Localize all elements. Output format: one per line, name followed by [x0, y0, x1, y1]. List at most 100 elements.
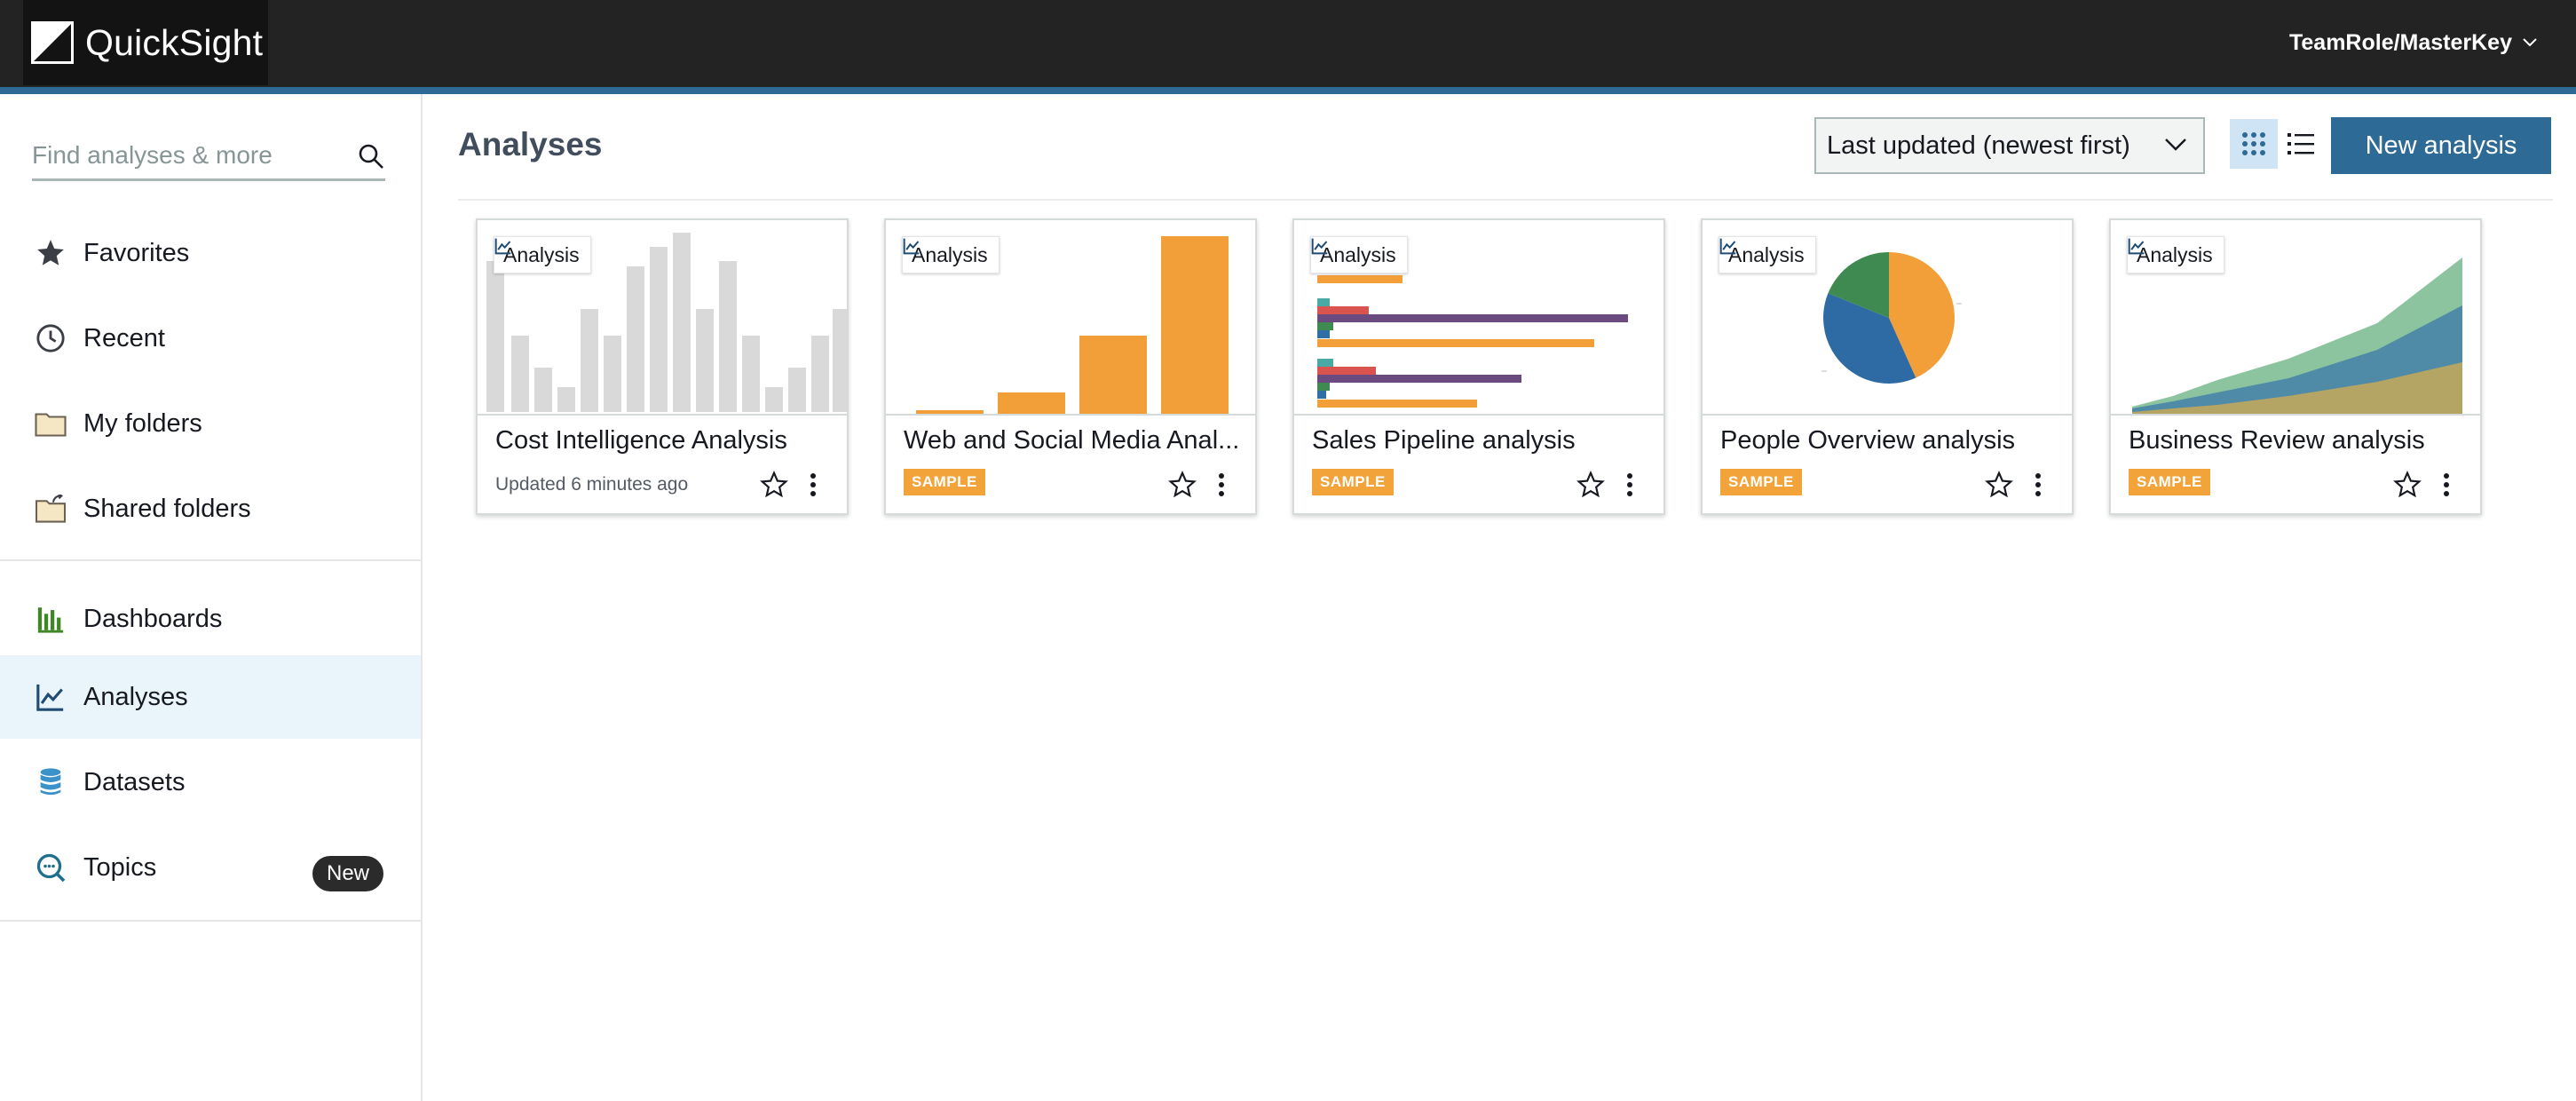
new-analysis-button[interactable]: New analysis [2331, 117, 2551, 174]
header-divider [458, 199, 2553, 201]
sidebar-item-favorites[interactable]: Favorites [0, 211, 421, 295]
analysis-thumbnail: Analysis [478, 220, 847, 416]
sort-dropdown[interactable]: Last updated (newest first) [1814, 117, 2205, 174]
type-chip-label: Analysis [912, 242, 988, 266]
sidebar-item-analyses[interactable]: Analyses [0, 655, 421, 739]
type-chip: Analysis [1310, 236, 1408, 273]
analysis-icon [494, 238, 511, 255]
sidebar-item-my-folders[interactable]: My folders [0, 382, 421, 465]
analysis-card[interactable]: Analysis Web and Social Media Anal... SA… [884, 218, 1257, 515]
star-outline-icon [1168, 471, 1197, 498]
type-chip-label: Analysis [2137, 242, 2213, 266]
sample-badge: SAMPLE [904, 469, 985, 495]
star-outline-icon [1985, 471, 2013, 498]
user-menu[interactable]: TeamRole/MasterKey [2289, 25, 2537, 60]
sidebar-divider [0, 559, 421, 561]
analysis-thumbnail: Analysis [1703, 220, 2072, 416]
sidebar-item-label: Recent [83, 323, 165, 352]
grid-view-toggle[interactable] [2230, 119, 2278, 169]
more-options-button[interactable] [2436, 469, 2457, 501]
top-navigation-bar: QuickSight TeamRole/MasterKey [0, 0, 2576, 87]
analysis-card[interactable]: Analysis Sales Pipeline analysis SAMPLE [1292, 218, 1665, 515]
more-vertical-icon [1627, 473, 1632, 496]
sidebar-divider [0, 920, 421, 922]
more-vertical-icon [810, 473, 816, 496]
more-options-button[interactable] [2027, 469, 2049, 501]
new-badge: New [312, 856, 383, 891]
card-title[interactable]: Sales Pipeline analysis [1312, 426, 1576, 455]
sidebar-item-label: Dashboards [83, 604, 223, 633]
dashboard-icon [34, 602, 67, 636]
user-menu-label: TeamRole/MasterKey [2288, 29, 2512, 55]
favorite-star-button[interactable] [1575, 469, 1607, 501]
sidebar-item-recent[interactable]: Recent [0, 297, 421, 380]
horizontal-bar-chart-thumbnail [1317, 236, 1628, 408]
star-outline-icon [2393, 471, 2422, 498]
more-vertical-icon [2444, 473, 2449, 496]
analysis-icon [1311, 238, 1328, 255]
analysis-card[interactable]: Analysis People Overview analysis SAMPLE [1701, 218, 2074, 515]
more-vertical-icon [2035, 473, 2041, 496]
search-icon[interactable] [357, 142, 385, 170]
area-chart-thumbnail [2132, 257, 2462, 414]
type-chip-label: Analysis [1728, 242, 1805, 266]
analysis-card[interactable]: Analysis Cost Intelligence Analysis Upda… [476, 218, 849, 515]
grey-bar-chart-thumbnail [486, 233, 847, 412]
sidebar-item-topics[interactable]: Topics New [0, 826, 421, 909]
sidebar-item-label: Analyses [83, 682, 188, 711]
quicksight-logo-icon [31, 21, 74, 64]
sort-dropdown-value: Last updated (newest first) [1827, 131, 2130, 160]
analysis-thumbnail: Analysis [1294, 220, 1663, 416]
sample-badge: SAMPLE [2129, 469, 2210, 495]
favorite-star-button[interactable] [2391, 469, 2423, 501]
sidebar-search [32, 133, 385, 181]
analysis-card[interactable]: Analysis Business Review analysis SAMPLE [2109, 218, 2482, 515]
topics-icon [34, 851, 67, 884]
type-chip-label: Analysis [503, 242, 580, 266]
card-updated-text: Updated 6 minutes ago [495, 474, 689, 495]
search-input[interactable] [32, 133, 343, 178]
list-view-icon [2288, 133, 2314, 154]
favorite-star-button[interactable] [1166, 469, 1198, 501]
card-title[interactable]: People Overview analysis [1720, 426, 2016, 455]
list-view-toggle[interactable] [2278, 119, 2324, 169]
sidebar: Favorites Recent My folders Shared folde… [0, 94, 423, 1101]
more-options-button[interactable] [802, 469, 824, 501]
analysis-icon [903, 238, 920, 255]
star-outline-icon [1576, 471, 1605, 498]
chevron-down-icon [2523, 38, 2537, 47]
star-icon [34, 236, 67, 270]
sidebar-item-label: Favorites [83, 238, 190, 267]
sidebar-item-label: My folders [83, 408, 202, 438]
analysis-thumbnail: Analysis [2111, 220, 2480, 416]
chevron-down-icon [2165, 139, 2186, 151]
sample-badge: SAMPLE [1720, 469, 1802, 495]
card-title[interactable]: Business Review analysis [2129, 426, 2425, 455]
analysis-icon [2128, 238, 2145, 255]
sidebar-item-label: Datasets [83, 767, 186, 796]
card-title[interactable]: Web and Social Media Anal... [904, 426, 1240, 455]
more-options-button[interactable] [1211, 469, 1232, 501]
pie-chart-thumbnail [1821, 252, 1962, 384]
type-chip-label: Analysis [1320, 242, 1396, 266]
page-title: Analyses [458, 126, 603, 162]
type-chip: Analysis [494, 236, 591, 273]
star-outline-icon [760, 471, 788, 498]
grid-view-icon [2242, 132, 2265, 155]
favorite-star-button[interactable] [758, 469, 790, 501]
type-chip: Analysis [2127, 236, 2224, 273]
sidebar-item-label: Topics [83, 852, 157, 882]
topbar-accent-stripe [0, 87, 2576, 94]
quicksight-logo-link[interactable]: QuickSight [23, 0, 268, 85]
card-title[interactable]: Cost Intelligence Analysis [495, 426, 787, 455]
brand-name: QuickSight [85, 21, 264, 63]
folder-icon [34, 407, 67, 440]
favorite-star-button[interactable] [1983, 469, 2015, 501]
sample-badge: SAMPLE [1312, 469, 1394, 495]
sidebar-item-shared-folders[interactable]: Shared folders [0, 467, 421, 550]
sidebar-item-dashboards[interactable]: Dashboards [0, 577, 421, 661]
more-options-button[interactable] [1619, 469, 1640, 501]
sidebar-item-datasets[interactable]: Datasets [0, 741, 421, 824]
database-icon [34, 765, 67, 799]
sidebar-item-label: Shared folders [83, 494, 251, 523]
